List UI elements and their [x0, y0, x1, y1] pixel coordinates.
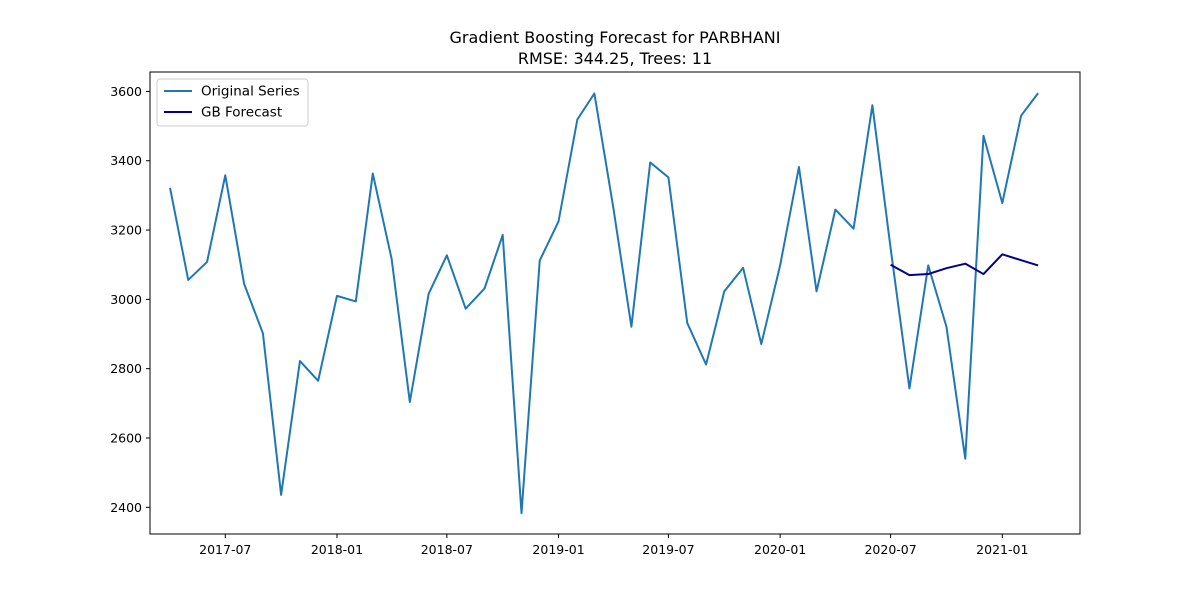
x-tick-label: 2019-07: [642, 542, 694, 557]
chart-title: Gradient Boosting Forecast for PARBHANI: [450, 28, 781, 47]
legend: Original Series GB Forecast: [156, 78, 309, 127]
series-layer: [169, 92, 1039, 515]
x-tick-label: 2018-01: [311, 542, 363, 557]
y-tick-label: 3000: [110, 292, 142, 307]
series-line-original-series: [169, 92, 1039, 515]
y-tick-label: 3200: [110, 223, 142, 238]
legend-label-gb-forecast: GB Forecast: [201, 105, 282, 121]
plot-frame: [149, 71, 1081, 535]
x-tick-label: 2021-01: [976, 542, 1028, 557]
x-tick-label: 2018-07: [421, 542, 473, 557]
y-tick-label: 2400: [110, 500, 142, 515]
legend-label-original-series: Original Series: [201, 84, 300, 100]
x-tick-label: 2020-01: [754, 542, 806, 557]
x-tick-label: 2019-01: [532, 542, 584, 557]
chart-subtitle: RMSE: 344.25, Trees: 11: [518, 49, 712, 68]
x-tick-label: 2017-07: [199, 542, 251, 557]
y-tick-label: 2800: [110, 361, 142, 376]
legend-box: [156, 78, 309, 127]
y-tick-label: 2600: [110, 430, 142, 445]
y-axis: 2400 2600 2800 3000 3200 3400 3600: [110, 84, 150, 515]
y-tick-label: 3400: [110, 153, 142, 168]
x-tick-label: 2020-07: [864, 542, 916, 557]
y-tick-label: 3600: [110, 84, 142, 99]
x-axis: 2017-07 2018-01 2018-07 2019-01 2019-07 2020-…: [199, 534, 1028, 557]
series-line-gb-forecast: [890, 253, 1039, 277]
